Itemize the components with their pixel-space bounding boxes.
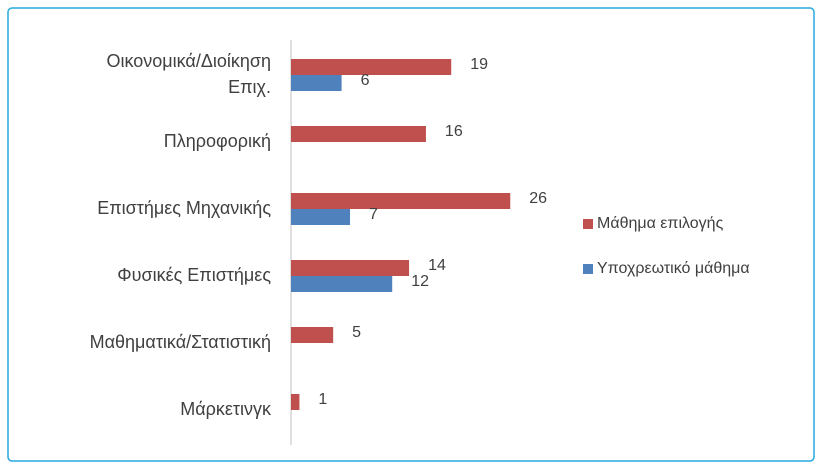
- value-label: 26: [529, 190, 547, 207]
- value-label: 19: [470, 56, 488, 73]
- chart-frame: [7, 7, 815, 462]
- bar: [291, 260, 410, 276]
- legend-swatch: [583, 219, 593, 229]
- category-label: Μαθηματικά/Στατιστική: [90, 332, 271, 352]
- bar: [291, 75, 342, 91]
- category-label: Μάρκετινγκ: [180, 399, 272, 419]
- bar: [291, 59, 452, 75]
- value-label: 5: [352, 324, 361, 341]
- bar: [291, 209, 351, 225]
- value-label: 14: [428, 257, 446, 274]
- bar: [291, 126, 426, 142]
- category-label: Επιστήμες Μηχανικής: [97, 198, 271, 218]
- legend-label: Υποχρεωτικό μάθημα: [597, 260, 750, 277]
- bar: [291, 327, 334, 343]
- value-label: 6: [361, 72, 370, 89]
- category-label: Πληροφορική: [164, 131, 271, 151]
- value-label: 7: [369, 206, 378, 223]
- bar: [291, 394, 300, 410]
- bar: [291, 193, 511, 209]
- legend-swatch: [583, 264, 593, 274]
- category-label: Οικονομικά/Διοίκηση Επιχ.: [106, 51, 271, 97]
- value-label: 12: [411, 273, 429, 290]
- value-label: 16: [445, 123, 463, 140]
- legend-label: Μάθημα επιλογής: [597, 215, 724, 232]
- bar: [291, 276, 393, 292]
- category-label: Φυσικές Επιστήμες: [117, 265, 271, 285]
- value-label: 1: [318, 391, 327, 408]
